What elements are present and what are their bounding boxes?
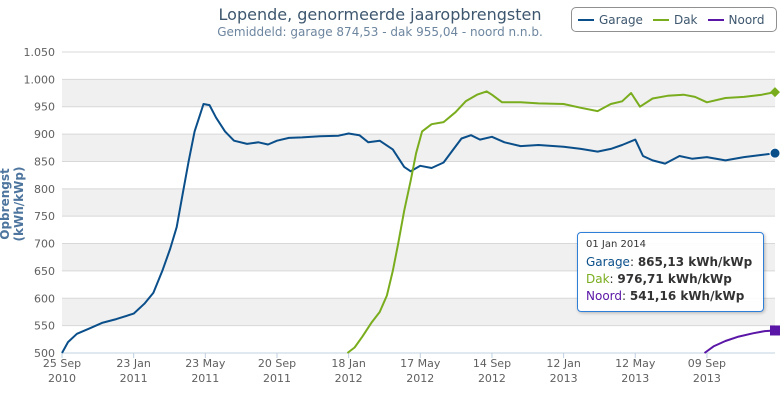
x-tick-year: 2013	[550, 372, 578, 385]
x-tick-year: 2012	[478, 372, 506, 385]
y-tick-label: 1.050	[24, 46, 56, 59]
x-tick-label: 14 Sep	[473, 357, 511, 370]
y-tick-label: 550	[34, 320, 55, 333]
tooltip-name-garage: Garage	[586, 255, 630, 269]
legend-swatch-noord	[707, 18, 724, 21]
y-tick-label: 750	[34, 210, 55, 223]
x-tick-label: 12 May	[615, 357, 656, 370]
chart-title: Lopende, genormeerde jaaropbrengsten	[218, 5, 542, 24]
y-tick-label: 650	[34, 265, 55, 278]
legend-item-dak[interactable]: Dak	[652, 12, 698, 27]
plot-band	[62, 52, 775, 80]
tooltip-name-noord: Noord	[586, 289, 622, 303]
legend-item-noord[interactable]: Noord	[707, 12, 765, 27]
x-tick-year: 2012	[335, 372, 363, 385]
series-lines	[61, 90, 776, 354]
x-tick-year: 2011	[263, 372, 291, 385]
series-marker-dak	[770, 87, 780, 98]
y-tick-labels: 500 550 600 650 700 750 800 850 900 950 1.000 1.050	[24, 46, 56, 360]
x-tick-year: 2012	[406, 372, 434, 385]
x-tick-label: 20 Sep	[258, 357, 296, 370]
y-tick-label: 1.000	[24, 73, 56, 86]
tooltip-value-dak: 976,71 kWh/kWp	[617, 272, 732, 286]
series-marker-noord	[770, 325, 780, 336]
series-line-noord	[703, 329, 776, 354]
plot-band	[62, 161, 775, 189]
tooltip-row-garage: Garage: 865,13 kWh/kWp	[586, 255, 753, 269]
legend-label-noord: Noord	[728, 12, 765, 27]
series-line-dak	[346, 90, 776, 354]
legend-swatch-dak	[652, 18, 669, 21]
x-tick-label: 23 May	[185, 357, 226, 370]
legend-label-garage: Garage	[599, 12, 643, 27]
plot-band	[62, 106, 775, 135]
tooltip-date: 01 Jan 2014	[586, 239, 646, 250]
legend-label-dak: Dak	[673, 12, 698, 27]
x-tick-label: 18 Jan	[331, 357, 365, 370]
x-tick-year: 2013	[693, 372, 721, 385]
tooltip-row-dak: Dak: 976,71 kWh/kWp	[586, 272, 732, 286]
x-tick-labels: 25 Sep 2010 23 Jan 2011 23 May 2011 20 Sep 2011…	[43, 357, 726, 385]
x-tick-year: 2010	[48, 372, 76, 385]
series-line-garage	[61, 103, 776, 354]
legend-swatch-garage	[578, 18, 594, 21]
legend: Garage Dak Noord	[571, 7, 777, 32]
legend-item-garage[interactable]: Garage	[578, 13, 643, 27]
tooltip-name-dak: Dak	[586, 272, 610, 286]
tooltip-value-noord: 541,16 kWh/kWp	[629, 289, 745, 303]
x-tick-label: 12 Jan	[546, 357, 580, 370]
y-tick-label: 950	[34, 101, 55, 114]
x-tick-label: 25 Sep	[43, 357, 81, 370]
y-tick-label: 900	[34, 128, 55, 141]
y-tick-label: 700	[34, 238, 55, 251]
tooltip-value-garage: 865,13 kWh/kWp	[637, 255, 753, 269]
x-tick-year: 2011	[120, 372, 148, 385]
x-tick-year: 2013	[621, 372, 649, 385]
x-tick-label: 17 May	[400, 357, 441, 370]
y-tick-label: 800	[34, 183, 55, 196]
series-marker-garage	[769, 147, 781, 159]
tooltip-row-noord: Noord: 541,16 kWh/kWp	[586, 289, 745, 303]
plot-band	[62, 79, 775, 107]
x-tick-label: 23 Jan	[116, 357, 150, 370]
plot-band	[62, 188, 775, 217]
y-tick-label: 600	[34, 292, 55, 305]
tooltip: 01 Jan 2014 Garage: 865,13 kWh/kWp Dak: …	[577, 232, 764, 312]
x-tick-label: 09 Sep	[688, 357, 726, 370]
x-tick-year: 2011	[191, 372, 219, 385]
plot-bands	[62, 52, 775, 353]
series-markers	[769, 87, 781, 336]
y-tick-label: 850	[34, 155, 55, 168]
chart-subtitle: Gemiddeld: garage 874,53 - dak 955,04 - …	[217, 25, 543, 39]
y-tick-label: 500	[34, 347, 55, 360]
plot-band	[62, 325, 775, 353]
